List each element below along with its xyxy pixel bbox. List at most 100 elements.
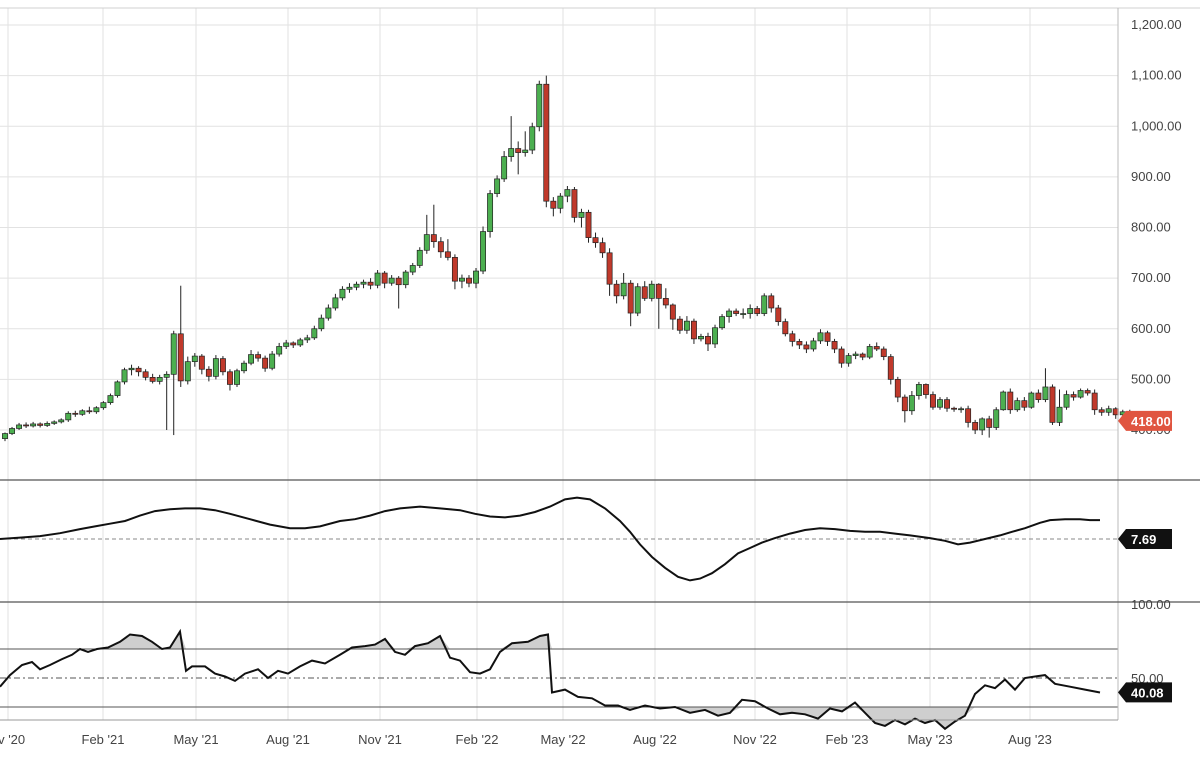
candle-up — [747, 308, 754, 314]
candle-up — [79, 410, 86, 415]
price-axis-label: 900.00 — [1131, 169, 1171, 184]
price-axis-label: 1,100.00 — [1131, 68, 1182, 83]
candle-up — [156, 377, 163, 382]
candle-up — [1056, 406, 1063, 423]
candle-up — [409, 265, 416, 273]
candle-down — [676, 318, 683, 331]
candle-up — [620, 282, 627, 297]
candle-up — [845, 355, 852, 364]
candle-down — [227, 371, 233, 385]
price-axis-label: 500.00 — [1131, 371, 1171, 386]
candle-up — [487, 193, 494, 232]
candle-up — [65, 412, 72, 421]
candle-down — [930, 394, 936, 408]
x-axis-label: Nov '22 — [733, 732, 777, 747]
candle-up — [360, 281, 367, 285]
candle-down — [796, 341, 803, 346]
candle-up — [740, 313, 747, 315]
candle-up — [163, 373, 170, 378]
candle-down — [72, 412, 79, 415]
candle-up — [1042, 386, 1049, 400]
candle-up — [564, 189, 571, 197]
candle-up — [578, 211, 585, 218]
candle-down — [451, 257, 458, 282]
candle-down — [86, 410, 93, 413]
candle-up — [1014, 400, 1021, 411]
candle-down — [395, 277, 402, 286]
candle-up — [388, 277, 395, 284]
candle-down — [23, 424, 30, 427]
candle-down — [613, 283, 620, 297]
candle-down — [437, 241, 444, 253]
candle-up — [346, 286, 353, 290]
candle-down — [838, 348, 845, 364]
price-axis-label: 600.00 — [1131, 321, 1171, 336]
candle-up — [248, 354, 254, 364]
x-axis-label: ov '20 — [0, 732, 25, 747]
price-axis-label: 700.00 — [1131, 270, 1171, 285]
candle-down — [177, 333, 184, 382]
candle-up — [866, 346, 873, 358]
candle-up — [121, 369, 128, 383]
candle-up — [480, 231, 486, 272]
candle-up — [698, 335, 704, 340]
indicator-1-value-tag-bg — [1118, 529, 1172, 549]
candle-up — [16, 424, 23, 429]
candle-down — [922, 384, 929, 395]
candle-down — [205, 368, 212, 377]
candle-down — [1049, 386, 1056, 423]
candle-up — [114, 381, 121, 396]
candle-up — [283, 342, 290, 347]
candle-down — [1098, 409, 1105, 413]
candle-down — [690, 320, 697, 340]
candle-up — [191, 355, 198, 363]
candle-down — [986, 418, 993, 428]
grid — [0, 8, 1118, 720]
candle-up — [241, 362, 247, 372]
candle-down — [515, 148, 522, 153]
x-axis-label: Feb '21 — [82, 732, 125, 747]
candle-down — [733, 310, 740, 314]
price-panel — [2, 75, 1140, 442]
candle-up — [648, 283, 655, 299]
candle-down — [1084, 390, 1091, 394]
candle-up — [501, 156, 508, 180]
candle-up — [234, 370, 240, 385]
candle-down — [775, 307, 782, 323]
candle-down — [789, 333, 796, 342]
candle-up — [416, 249, 423, 266]
candle-down — [824, 332, 831, 342]
candle-up — [761, 295, 768, 314]
value-tags: 418.00 7.69 40.08 — [1118, 410, 1172, 703]
candle-up — [536, 83, 543, 128]
candle-down — [831, 341, 838, 350]
candle-up — [1028, 392, 1035, 408]
x-axis-label: May '23 — [907, 732, 952, 747]
candle-down — [290, 342, 297, 346]
candle-up — [719, 316, 726, 329]
price-axis-label: 1,200.00 — [1131, 17, 1182, 32]
candle-up — [508, 148, 515, 157]
indicator-panel-1 — [0, 496, 1125, 582]
candle-down — [550, 200, 557, 209]
candle-down — [1035, 392, 1042, 400]
last-price-tag: 418.00 — [1131, 414, 1171, 429]
candle-up — [494, 178, 501, 194]
candle-down — [255, 354, 262, 359]
indicator-2-line — [0, 628, 1101, 731]
candle-down — [782, 321, 789, 335]
candle-up — [1105, 408, 1112, 413]
candle-down — [627, 282, 634, 314]
price-axis-label: 1,000.00 — [1131, 118, 1182, 133]
candle-down — [466, 277, 472, 284]
candle-down — [768, 295, 775, 309]
candle-down — [887, 356, 894, 380]
axes: 1,200.00 1,100.00 1,000.00 900.00 800.00 700.… — [0, 7, 1200, 747]
indicator-2-value-tag-bg — [1118, 682, 1172, 703]
candle-up — [1063, 394, 1070, 408]
candle-up — [915, 384, 922, 396]
candle-up — [423, 234, 430, 251]
candle-up — [726, 310, 733, 317]
candle-up — [325, 307, 332, 319]
